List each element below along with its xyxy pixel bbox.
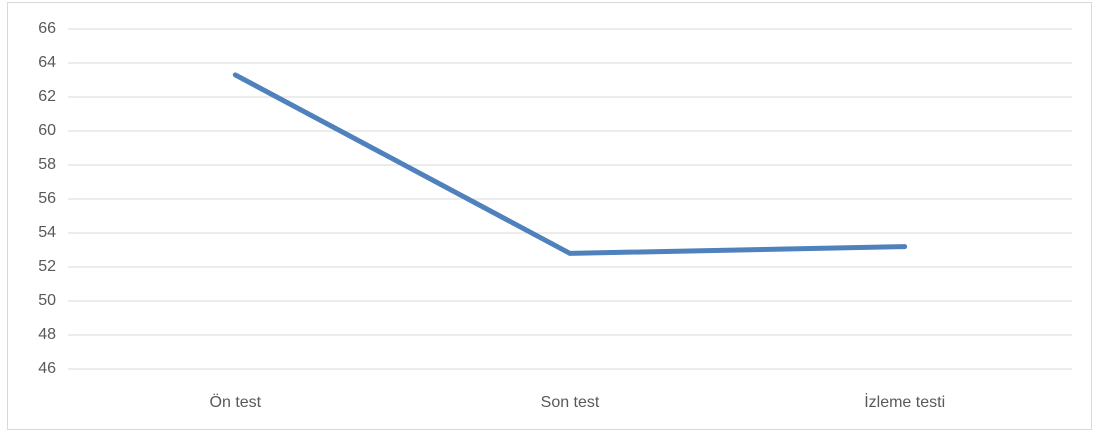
y-tick-label: 64 (38, 54, 56, 71)
y-tick-label: 52 (38, 258, 56, 275)
y-tick-label: 62 (38, 88, 56, 105)
x-tick-label: Ön test (210, 393, 262, 411)
y-tick-label: 58 (38, 156, 56, 173)
y-tick-label: 56 (38, 190, 56, 207)
x-tick-label: İzleme testi (864, 392, 945, 411)
y-tick-label: 48 (38, 326, 56, 343)
y-tick-label: 66 (38, 20, 56, 37)
y-tick-label: 54 (38, 224, 56, 241)
chart-border (7, 2, 1092, 430)
data-line (232, 72, 908, 256)
y-tick-label: 46 (38, 360, 56, 377)
y-tick-label: 60 (38, 122, 56, 139)
y-tick-label: 50 (38, 292, 56, 309)
x-tick-label: Son test (541, 394, 600, 411)
